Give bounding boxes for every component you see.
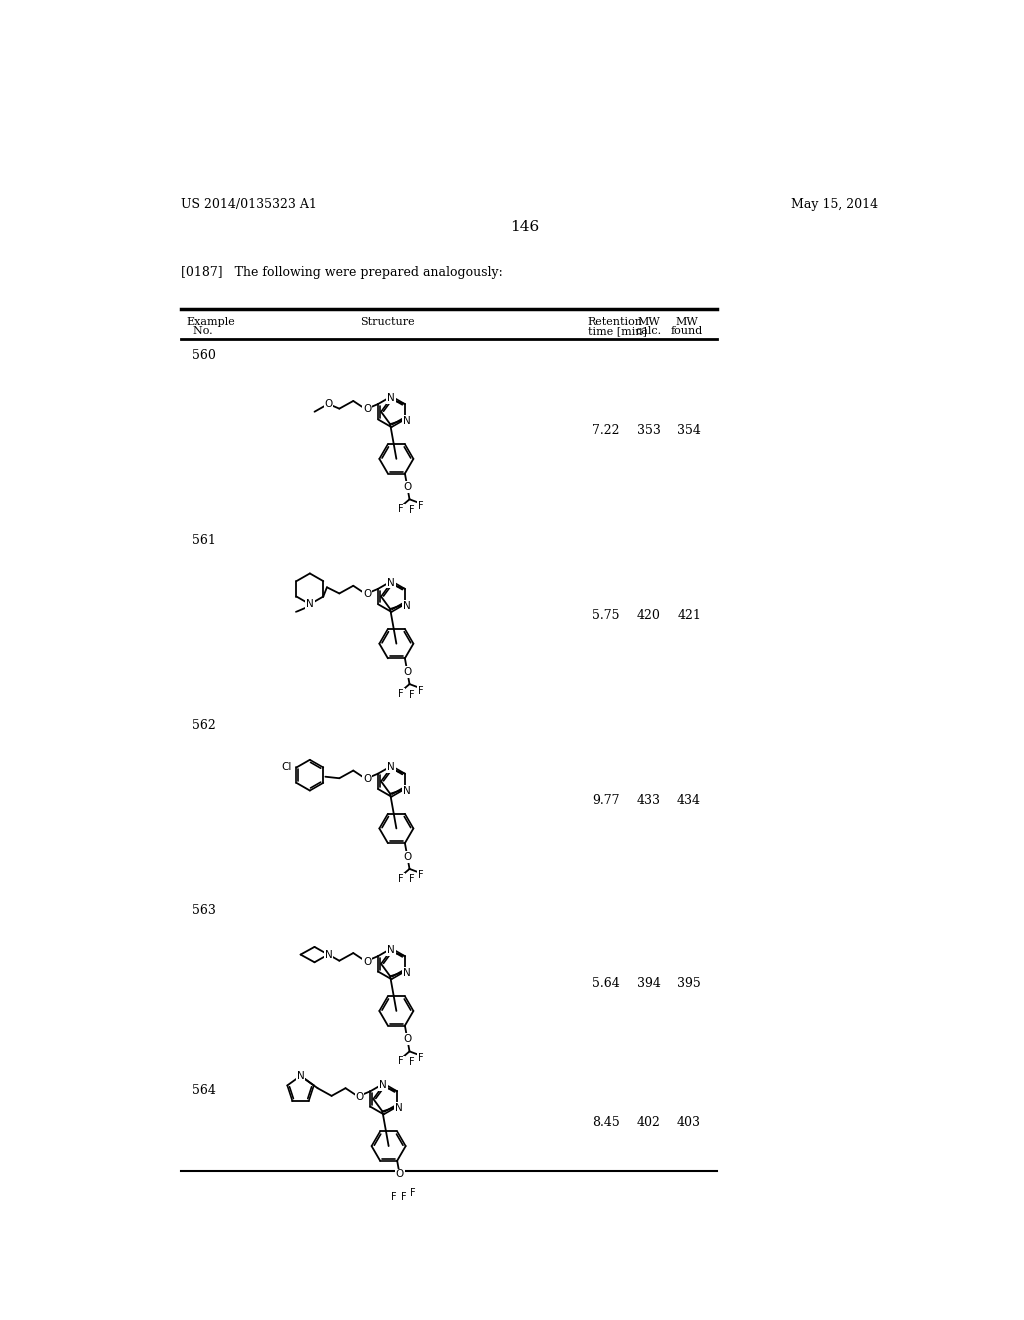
Text: found: found [671,326,702,337]
Text: O: O [364,774,372,784]
Text: O: O [395,1170,403,1179]
Text: calc.: calc. [636,326,662,337]
Text: 8.45: 8.45 [592,1115,621,1129]
Text: O: O [364,957,372,966]
Text: F: F [418,1053,424,1063]
Text: 354: 354 [677,425,701,437]
Text: F: F [409,689,415,700]
Text: N: N [402,601,411,611]
Text: 5.75: 5.75 [593,610,620,622]
Text: O: O [355,1092,364,1102]
Text: 403: 403 [677,1115,701,1129]
Text: Example: Example [186,317,234,327]
Text: 146: 146 [510,220,540,234]
Text: 562: 562 [191,719,215,733]
Text: [0187]   The following were prepared analogously:: [0187] The following were prepared analo… [180,267,503,280]
Text: N: N [395,1104,402,1113]
Text: May 15, 2014: May 15, 2014 [792,198,879,211]
Text: F: F [409,1057,415,1067]
Text: N: N [387,578,395,587]
Text: F: F [409,504,415,515]
Text: O: O [403,667,412,677]
Text: N: N [387,393,395,403]
Text: N: N [387,763,395,772]
Text: F: F [398,504,403,515]
Text: 421: 421 [677,610,701,622]
Text: 420: 420 [637,610,660,622]
Text: time [min]: time [min] [588,326,646,337]
Text: F: F [390,1192,396,1201]
Text: O: O [364,404,372,414]
Text: N: N [379,1080,387,1090]
Text: N: N [387,945,395,954]
Text: Cl: Cl [282,763,292,772]
Text: F: F [400,1192,407,1203]
Text: N: N [306,599,313,610]
Text: MW: MW [638,317,660,327]
Text: F: F [409,874,415,884]
Text: 353: 353 [637,425,660,437]
Text: 433: 433 [637,795,660,807]
Text: 5.64: 5.64 [592,977,621,990]
Text: 9.77: 9.77 [593,795,620,807]
Text: Structure: Structure [360,317,415,327]
Text: O: O [364,589,372,599]
Text: 434: 434 [677,795,701,807]
Text: No.: No. [186,326,213,337]
Text: O: O [325,399,333,409]
Text: 7.22: 7.22 [593,425,620,437]
Text: 563: 563 [191,904,215,917]
Text: F: F [418,870,424,880]
Text: N: N [297,1071,304,1081]
Text: N: N [402,785,411,796]
Text: F: F [398,689,403,700]
Text: 395: 395 [677,977,701,990]
Text: 394: 394 [637,977,660,990]
Text: 564: 564 [191,1084,215,1097]
Text: Retention: Retention [588,317,643,327]
Text: O: O [403,1035,412,1044]
Text: F: F [398,1056,403,1067]
Text: F: F [411,1188,416,1199]
Text: N: N [325,949,333,960]
Text: 560: 560 [191,350,215,363]
Text: MW: MW [675,317,698,327]
Text: US 2014/0135323 A1: US 2014/0135323 A1 [180,198,316,211]
Text: O: O [403,851,412,862]
Text: F: F [418,685,424,696]
Text: N: N [402,416,411,426]
Text: 402: 402 [637,1115,660,1129]
Text: 561: 561 [191,535,215,548]
Text: F: F [398,874,403,884]
Text: N: N [402,968,411,978]
Text: O: O [403,482,412,492]
Text: F: F [418,500,424,511]
